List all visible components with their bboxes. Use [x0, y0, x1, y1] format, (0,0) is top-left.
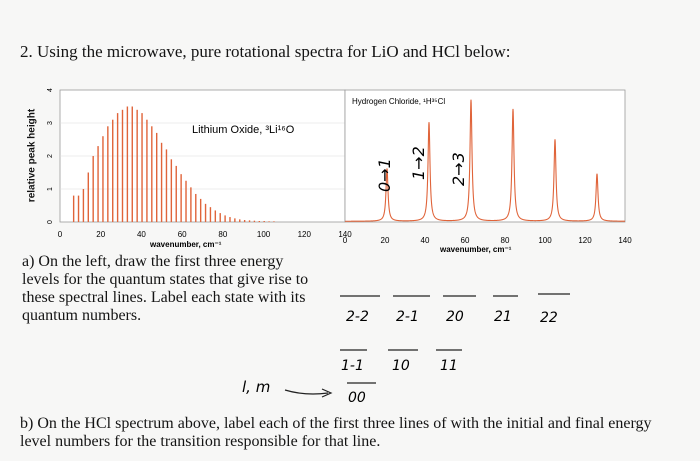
- lio-x-tick-label: 120: [298, 230, 312, 239]
- arrow-line: [284, 389, 329, 395]
- lio-bar: [131, 106, 133, 222]
- energy-level-sketch: [284, 293, 570, 398]
- hcl-label-2: 1→2: [409, 146, 428, 180]
- lio-bar: [170, 159, 173, 222]
- lio-bar: [224, 215, 226, 222]
- lio-x-tick-label: 20: [96, 230, 105, 239]
- hcl-x-axis-label: wavenumber, cm⁻¹: [439, 245, 512, 254]
- lio-bar: [199, 198, 202, 222]
- level-1-1: 1-1: [341, 358, 364, 374]
- lio-bar: [102, 136, 104, 222]
- lio-bar: [126, 106, 129, 222]
- lio-title: Lithium Oxide, ³Li¹⁶O: [192, 124, 295, 136]
- lio-bar: [258, 221, 260, 222]
- hcl-x-ticks: 0 20 40 60 80 100 120 140: [343, 236, 632, 245]
- lio-bar: [180, 174, 182, 222]
- hcl-plot-frame: [344, 89, 626, 223]
- lio-bar: [165, 149, 168, 222]
- lio-x-tick-label: 60: [178, 230, 187, 239]
- lio-x-tick-label: 100: [257, 230, 271, 239]
- level-10: 10: [392, 358, 410, 374]
- hcl-label-3: 2→3: [449, 152, 468, 186]
- lio-bar: [229, 217, 231, 222]
- lio-x-tick-label: 0: [58, 230, 63, 239]
- lio-bar: [248, 220, 251, 222]
- lio-bar: [268, 221, 270, 222]
- lio-bar: [151, 126, 153, 222]
- lio-bar: [121, 109, 124, 222]
- lio-bar: [155, 132, 158, 222]
- lio-bar: [263, 221, 265, 222]
- lio-bar: [243, 220, 246, 222]
- lio-bar: [136, 109, 138, 222]
- hcl-x-tick-label: 40: [421, 236, 430, 245]
- lio-y-tick-label: 4: [47, 88, 54, 92]
- lio-bar: [77, 195, 80, 222]
- lio-bar: [185, 180, 187, 222]
- lio-bar: [146, 119, 148, 222]
- lio-bar: [204, 203, 207, 222]
- lio-bar: [116, 113, 119, 222]
- hcl-x-tick-label: 20: [381, 236, 390, 245]
- level-20: 20: [446, 309, 464, 325]
- lio-bars: [72, 106, 275, 222]
- lio-x-tick-label: 140: [338, 230, 352, 239]
- lio-bar: [175, 165, 177, 222]
- lio-bar: [97, 146, 99, 222]
- lio-bar: [92, 156, 94, 222]
- question-part-b: b) On the HCl spectrum above, label each…: [20, 415, 652, 450]
- hcl-title: Hydrogen Chloride, ¹H³⁵Cl: [352, 97, 445, 106]
- question-part-a: a) On the left, draw the first three ene…: [22, 253, 309, 324]
- lio-bar: [195, 193, 197, 222]
- lio-bar: [82, 189, 85, 222]
- lio-bar: [209, 207, 212, 222]
- lio-bar: [72, 195, 75, 222]
- lio-bar: [253, 220, 256, 222]
- level-2-1: 2-1: [396, 309, 419, 325]
- hcl-x-tick-label: 140: [618, 236, 632, 245]
- lio-y-ticks: 0 1 2 3 4: [47, 88, 54, 224]
- lio-y-tick-label: 3: [47, 121, 54, 125]
- lio-bar: [160, 142, 163, 222]
- lio-x-tick-label: 40: [137, 230, 146, 239]
- lio-bar: [87, 172, 89, 222]
- lio-bar: [107, 126, 109, 222]
- level-22: 22: [540, 310, 558, 326]
- arrow-head: [321, 388, 333, 398]
- level-11: 11: [440, 358, 458, 374]
- hcl-x-tick-label: 80: [501, 236, 510, 245]
- hcl-x-tick-label: 100: [538, 236, 552, 245]
- level-2-2: 2-2: [346, 309, 369, 325]
- lio-bar: [112, 119, 114, 222]
- hcl-spectrum-line: [345, 99, 625, 222]
- hcl-x-tick-label: 120: [578, 236, 592, 245]
- lio-bar: [273, 221, 275, 222]
- question-title: 2. Using the microwave, pure rotational …: [20, 42, 511, 61]
- lio-bar: [239, 219, 241, 222]
- lio-bar: [141, 113, 143, 222]
- lm-note: l, m: [242, 378, 270, 396]
- hcl-x-tick-label: 0: [343, 236, 348, 245]
- lio-y-tick-label: 2: [47, 154, 54, 158]
- hcl-label-1: 0→1: [375, 158, 394, 192]
- lio-x-axis-label: wavenumber, cm⁻¹: [149, 240, 222, 249]
- lio-y-tick-label: 0: [47, 220, 54, 224]
- lio-bar: [190, 187, 192, 222]
- lio-bar: [234, 218, 236, 222]
- lio-y-tick-label: 1: [47, 187, 54, 191]
- lio-bar: [219, 213, 221, 222]
- lio-bar: [214, 210, 217, 222]
- level-21: 21: [494, 309, 512, 325]
- lio-x-tick-label: 80: [218, 230, 227, 239]
- hcl-x-tick-label: 60: [461, 236, 470, 245]
- lio-x-ticks: 0 20 40 60 80 100 120 140: [58, 230, 352, 239]
- level-00: 00: [348, 390, 366, 406]
